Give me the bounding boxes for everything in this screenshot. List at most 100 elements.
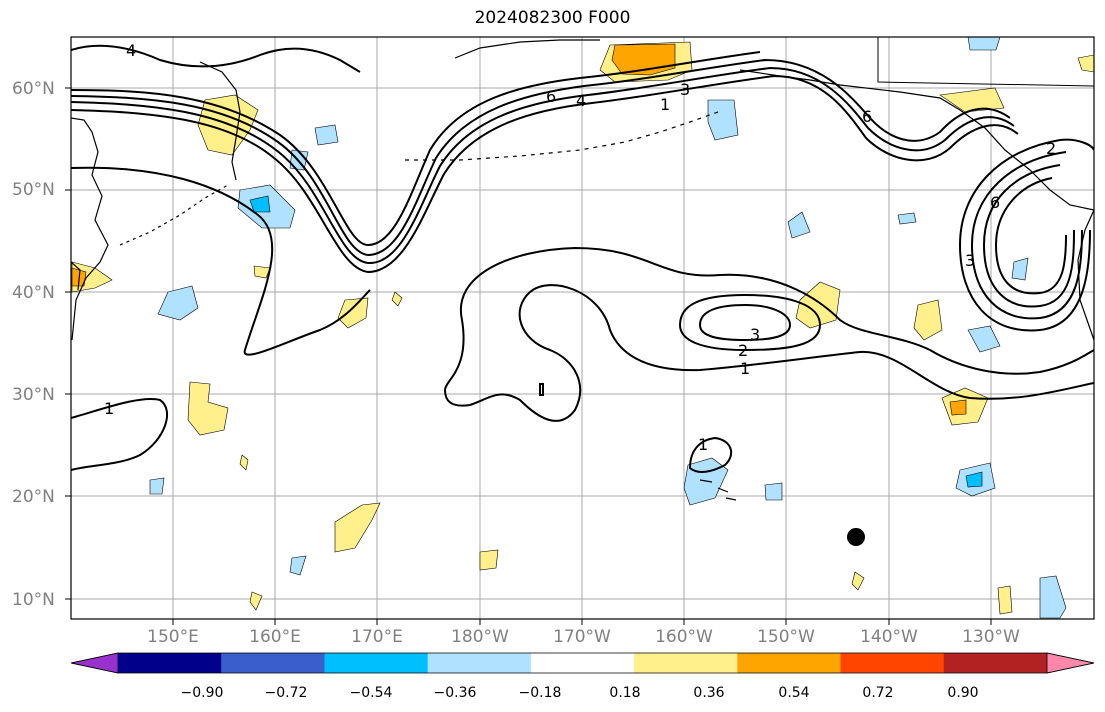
contour-label: 1 [660,95,670,114]
colorbar-segment [221,653,325,673]
contour-labels: 4 6 4 1 3 6 2 6 3 1 2 3 1 1 [104,41,1056,454]
colorbar-label: 0.18 [609,685,640,701]
lon-label-170w: 170°W [553,627,611,647]
colorbar-segment [530,653,635,673]
contour-line-6-jet [71,51,761,247]
negative-anomaly-patch [897,212,917,225]
positive-anomaly-patch [334,502,381,553]
positive-anomaly-patch [939,87,1005,113]
lat-label-10n: 10°N [12,590,55,610]
kamchatka-coastline [199,61,241,181]
contour-line-1-hawaii [688,436,733,473]
lat-label-30n: 30°N [12,385,55,405]
north-america-coastline [1077,209,1094,341]
contour-label: 4 [576,91,586,110]
negative-anomaly-core [965,471,983,488]
colorbar-label: 0.36 [693,685,724,701]
positive-anomaly-patch [187,381,229,436]
lon-label-170e: 170°E [351,627,403,647]
contour-line-east-loop-core [994,177,1067,295]
contours [71,44,1094,473]
kuril-islands [119,184,229,246]
contour-line-jet-inner [71,58,1011,257]
contour-line-2-north [1059,138,1094,151]
contour-label: 6 [862,107,872,126]
contour-label: 4 [126,41,136,60]
positive-anomaly-patch [913,299,943,341]
asia-coastline [71,117,109,341]
tick-marks [65,87,992,625]
colorbar-label: 0.90 [947,685,978,701]
contour-label: 2 [738,341,748,360]
gridlines [71,37,1094,619]
positive-anomaly-patch [239,454,249,471]
colorbar-label: 0.54 [778,685,809,701]
colorbar-segment [427,653,532,673]
negative-anomaly-patch [157,285,199,321]
lon-label-140w: 140°W [860,627,918,647]
latitude-labels: 60°N 50°N 40°N 30°N 20°N 10°N [12,79,55,610]
negative-anomaly-patch [787,211,811,239]
negative-anomaly-patch [149,477,165,495]
contour-label: 1 [104,399,114,418]
lon-label-150w: 150°W [757,627,815,647]
positive-anomaly-patch [249,591,263,611]
negative-anomaly-patch [967,37,1001,51]
colorbar-outline [70,652,1095,674]
japan-coastline [71,261,81,291]
lat-label-40n: 40°N [12,283,55,303]
lat-label-50n: 50°N [12,180,55,200]
hawaii-islands [699,479,737,501]
lon-label-180w: 180°W [451,627,509,647]
colorbar-segment [943,653,1048,673]
contour-line-east-loop-mid [970,151,1083,320]
positive-anomaly-patch [851,571,865,591]
contour-label: 3 [965,251,975,270]
aleutian-islands [405,111,719,161]
positive-anomaly-patch [479,549,499,571]
negative-anomaly-patch [1011,257,1029,281]
colorbar-extend-min [70,652,119,674]
negative-anomaly-core [249,195,271,213]
positive-anomaly-patch [391,291,403,307]
contour-line-1-central [444,246,1094,391]
negative-anomaly-patch [289,555,307,576]
contour-label: 3 [750,325,760,344]
lon-label-160w: 160°W [655,627,713,647]
colorbar-segment [840,653,945,673]
positive-anomaly-patch [337,297,369,329]
colorbar-segment [737,653,842,673]
colorbar-labels: −0.90 −0.72 −0.54 −0.36 −0.18 0.18 0.36 … [181,685,979,701]
positive-anomaly-patch [997,585,1013,615]
colorbar-label: −0.72 [265,685,308,701]
contour-label: 3 [680,80,690,99]
colorbar-segment [118,653,222,673]
contour-line-3-central [698,303,792,342]
contour-label: 1 [698,435,708,454]
negative-anomaly-patch [1039,575,1067,619]
contour-label: 2 [1046,139,1056,158]
map-title: 2024082300 F000 [474,8,631,28]
contour-line-east-loop-inner [982,164,1075,308]
colorbar-segment [324,653,429,673]
contour-label: 6 [990,193,1000,212]
colorbar [70,652,1095,674]
alaska-coastline [454,39,1094,211]
lon-label-150e: 150°E [147,627,199,647]
negative-anomaly-patch [314,124,339,146]
colorbar-label: −0.18 [519,685,562,701]
contour-line-2-central [678,293,822,352]
colorbar-segment [634,653,738,673]
contour-line-1-west [71,166,371,356]
longitude-labels: 150°E 160°E 170°E 180°W 170°W 160°W 150°… [147,627,1020,647]
contour-line-1-central-return [444,284,1094,422]
contour-label: 1 [740,359,750,378]
colorbar-label: −0.36 [434,685,477,701]
positive-anomaly-core [949,399,967,416]
positive-anomaly-patch [253,265,271,279]
negative-anomaly-patch [707,99,739,141]
contour-line-jet-outer [71,74,1019,274]
canada-border [877,37,1094,87]
lat-label-20n: 20°N [12,487,55,507]
